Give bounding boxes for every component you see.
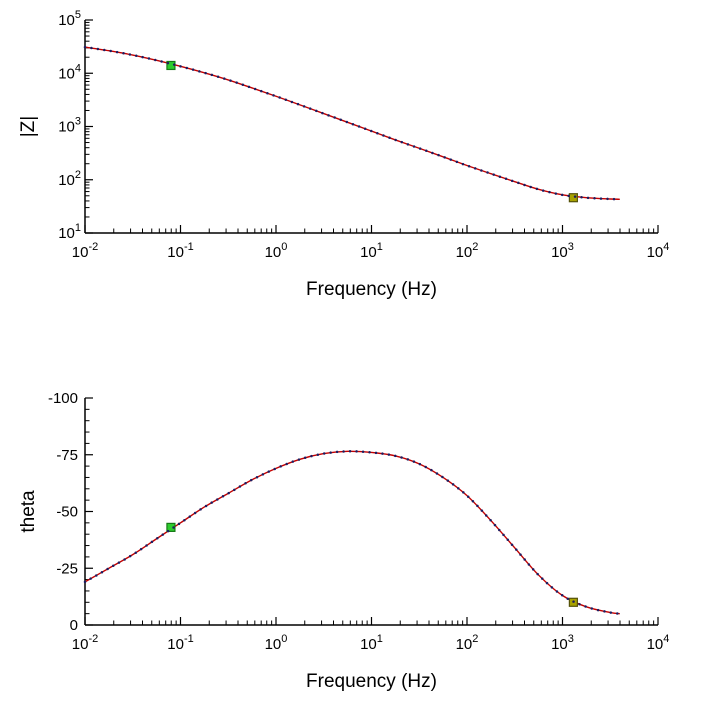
- y-axis: 101 102 103 104 105: [58, 9, 93, 242]
- x-tick-label: 101: [360, 633, 383, 653]
- high-frequency-marker: [568, 193, 578, 203]
- x-tick-label: 104: [647, 633, 670, 653]
- y-tick-label: -75: [56, 447, 78, 464]
- x-axis: 10-2 10-1 100 101 102 103 104: [72, 617, 670, 653]
- y-tick-label: 102: [58, 169, 81, 189]
- x-tick-label: 100: [265, 633, 288, 653]
- y-tick-label: 103: [58, 116, 81, 136]
- x-tick-label: 102: [456, 241, 479, 261]
- x-tick-label: 10-2: [72, 241, 98, 261]
- x-tick-label: 101: [360, 241, 383, 261]
- data-point-dots: [83, 45, 616, 201]
- y-tick-label: 105: [58, 9, 81, 29]
- x-tick-label: 10-2: [72, 633, 98, 653]
- y-axis: 0 -25 -50 -75 -100: [48, 390, 93, 634]
- x-tick-label: 104: [647, 241, 670, 261]
- y-tick-label: -50: [56, 504, 78, 521]
- low-frequency-marker: [166, 522, 176, 532]
- phase-panel: 10-2 10-1 100 101 102 103 104 0 -25 -50 -75 -100 Fre…: [18, 390, 669, 692]
- x-axis-label: Frequency (Hz): [306, 671, 437, 692]
- x-tick-label: 103: [551, 241, 574, 261]
- y-tick-label: -25: [56, 560, 78, 577]
- data-curve: [84, 450, 620, 615]
- y-tick-label: 101: [58, 222, 81, 242]
- y-axis-label: |Z|: [18, 116, 39, 137]
- axes: [84, 398, 658, 626]
- x-tick-label: 10-1: [167, 633, 193, 653]
- data-point-dots: [83, 450, 619, 615]
- y-tick-label: 0: [70, 617, 78, 634]
- x-axis: 10-2 10-1 100 101 102 103 104: [72, 225, 670, 261]
- x-tick-label: 10-1: [167, 241, 193, 261]
- impedance-panel: 10-2 10-1 100 101 102 103 104 101 102 103 104 105 Fr…: [18, 9, 669, 300]
- y-tick-label: -100: [48, 390, 78, 407]
- y-axis-label: theta: [18, 490, 39, 533]
- x-tick-label: 100: [265, 241, 288, 261]
- x-tick-label: 103: [551, 633, 574, 653]
- x-axis-label: Frequency (Hz): [306, 279, 437, 300]
- x-tick-label: 102: [456, 633, 479, 653]
- y-tick-label: 104: [58, 62, 81, 82]
